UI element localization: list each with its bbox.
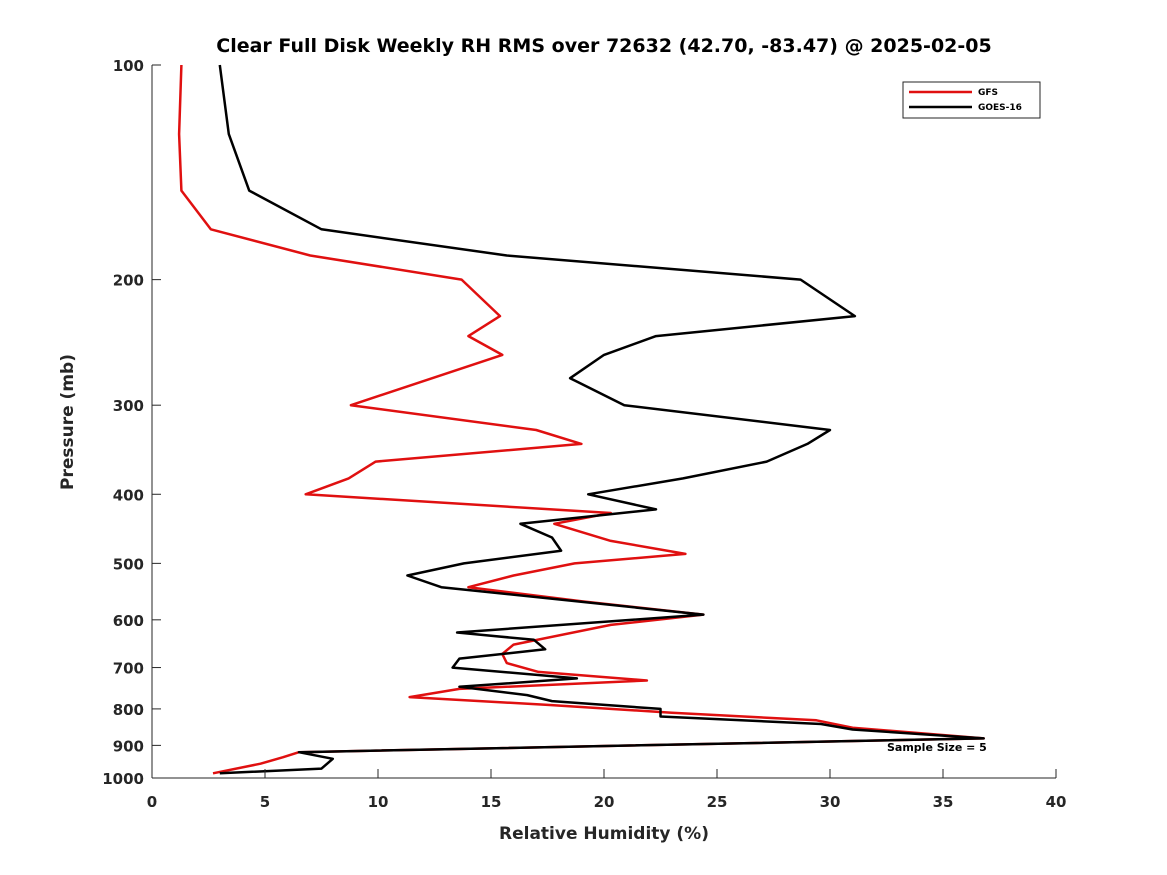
x-tick-label: 30 (820, 793, 841, 811)
y-tick-label: 600 (113, 612, 144, 630)
chart-title: Clear Full Disk Weekly RH RMS over 72632… (216, 35, 991, 57)
sample-size-annotation: Sample Size = 5 (887, 741, 987, 754)
x-tick-label: 40 (1046, 793, 1067, 811)
legend: GFS GOES-16 (902, 81, 1041, 119)
y-tick-label: 400 (113, 486, 144, 504)
series-layer (177, 64, 985, 775)
x-tick-label: 35 (933, 793, 954, 811)
x-tick-label: 15 (481, 793, 502, 811)
x-tick-label: 20 (594, 793, 615, 811)
y-tick-label: 900 (113, 737, 144, 755)
y-tick-label: 200 (113, 272, 144, 290)
plot-area (152, 65, 1056, 778)
y-tick-label: 500 (113, 555, 144, 573)
x-axis-label: Relative Humidity (%) (499, 824, 709, 844)
y-tick-label: 1000 (102, 770, 144, 788)
legend-label-gfs: GFS (978, 88, 998, 98)
x-tick-label: 25 (707, 793, 728, 811)
y-axis-label: Pressure (mb) (58, 354, 78, 490)
x-tick-label: 5 (260, 793, 270, 811)
y-tick-label: 100 (113, 57, 144, 75)
legend-box (902, 81, 1041, 119)
y-tick-label: 700 (113, 660, 144, 678)
y-tick-label: 800 (113, 701, 144, 719)
x-tick-label: 0 (147, 793, 157, 811)
x-axis-ticks: 0 5 10 15 20 25 30 35 40 (147, 769, 1067, 811)
y-tick-label: 300 (113, 397, 144, 415)
series-line-gfs (177, 64, 985, 775)
y-axis-ticks: 100 200 300 400 500 600 700 800 900 1000 (102, 57, 161, 788)
legend-label-goes16: GOES-16 (978, 103, 1022, 113)
series-line-goes-16 (218, 64, 985, 775)
x-tick-label: 10 (368, 793, 389, 811)
